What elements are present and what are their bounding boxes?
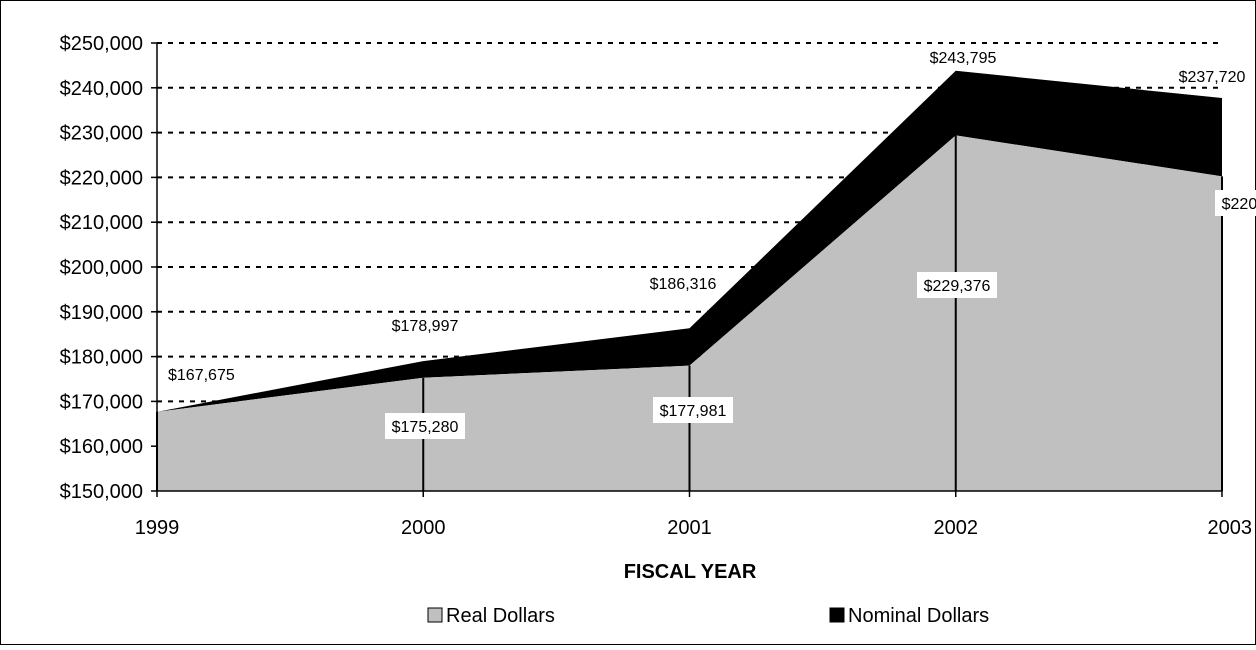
y-tick-label: $240,000: [60, 78, 143, 100]
nominal-data-label: $167,675: [168, 367, 235, 384]
real-data-label: $175,280: [392, 419, 459, 436]
data-labels: $167,675 $178,997 $186,316 $243,795 $237,720…: [168, 50, 1256, 439]
legend: Real Dollars Nominal Dollars: [427, 605, 989, 627]
x-axis-title: FISCAL YEAR: [624, 561, 757, 583]
y-tick-label: $170,000: [60, 391, 143, 413]
nominal-data-label: $178,997: [392, 318, 459, 335]
x-tick-label: 1999: [135, 517, 180, 539]
x-tick-label: 2000: [401, 517, 446, 539]
legend-nominal-swatch: [829, 607, 845, 623]
x-tick-label: 2002: [934, 517, 979, 539]
real-data-label: $177,981: [660, 403, 727, 420]
legend-real-label: Real Dollars: [446, 605, 555, 627]
y-tick-label: $190,000: [60, 302, 143, 324]
axes: [151, 42, 1223, 497]
y-tick-label: $210,000: [60, 212, 143, 234]
nominal-data-label: $237,720: [1179, 69, 1246, 86]
nominal-dollars-area: [157, 70, 1222, 412]
y-tick-label: $200,000: [60, 257, 143, 279]
y-tick-label: $220,000: [60, 167, 143, 189]
real-data-label: $220,238: [1222, 196, 1256, 213]
real-data-label: $229,376: [924, 278, 991, 295]
y-tick-label: $250,000: [60, 33, 143, 55]
nominal-data-label: $243,795: [930, 50, 997, 67]
x-tick-labels: 1999 2000 2001 2002 2003: [135, 517, 1252, 539]
nominal-data-label: $186,316: [650, 276, 717, 293]
x-tick-label: 2003: [1208, 517, 1253, 539]
x-tick-label: 2001: [667, 517, 712, 539]
real-data-label-box: [385, 413, 465, 439]
y-tick-label: $180,000: [60, 347, 143, 369]
y-tick-labels: $150,000 $160,000 $170,000 $180,000 $190,000…: [60, 33, 143, 503]
y-tick-label: $160,000: [60, 436, 143, 458]
legend-real-swatch: [427, 607, 443, 623]
y-tick-label: $150,000: [60, 481, 143, 503]
real-data-label-box: [1215, 190, 1256, 216]
real-data-label-box: [917, 272, 997, 298]
y-tick-label: $230,000: [60, 123, 143, 145]
legend-nominal-label: Nominal Dollars: [848, 605, 989, 627]
real-data-label-box: [653, 397, 733, 423]
